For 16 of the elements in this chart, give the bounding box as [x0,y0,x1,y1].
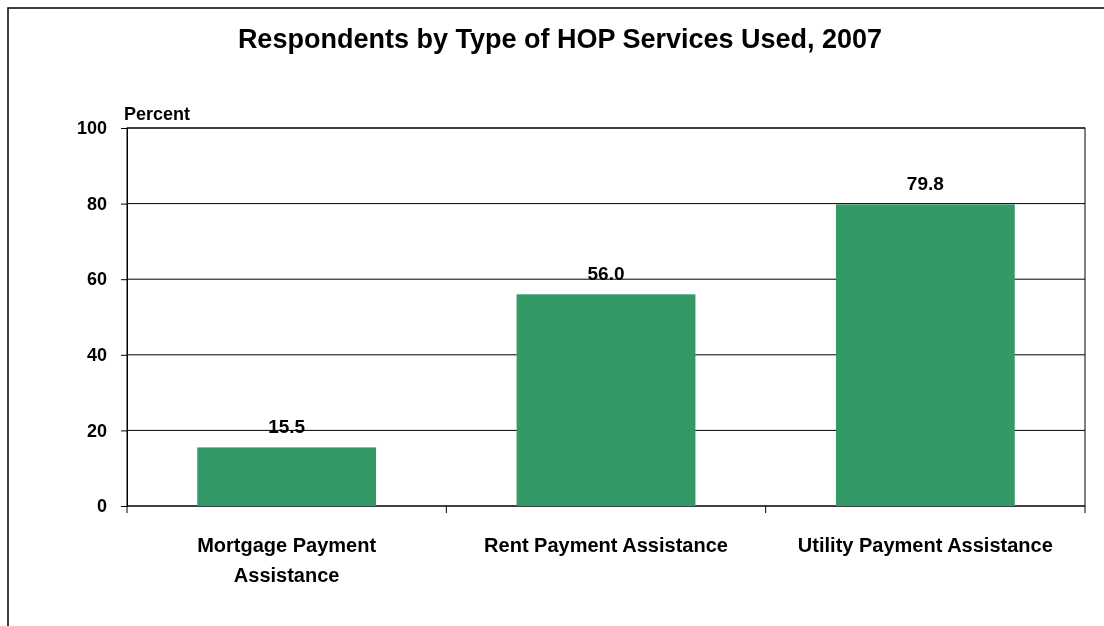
y-axis-title: Percent [124,104,191,124]
y-tick-label: 0 [96,496,107,517]
y-tick-label: 80 [86,193,107,214]
y-tick-label: 60 [86,269,107,290]
y-tick-label: 20 [86,420,107,441]
chart-title: Respondents by Type of HOP Services Used, 2007 [237,24,883,54]
bar [516,294,696,506]
bar [197,447,377,506]
x-tick-label: Rent Payment Assistance [484,534,728,556]
x-tick-label: Mortgage Payment Assistance [197,534,377,586]
x-tick-label: Utility Payment Assistance [797,534,1053,556]
y-tick-label: 40 [86,345,107,366]
y-tick-label: 100 [76,118,107,139]
data-label: 56.0 [587,263,625,285]
bar [835,204,1015,506]
data-label: 79.8 [906,173,944,195]
